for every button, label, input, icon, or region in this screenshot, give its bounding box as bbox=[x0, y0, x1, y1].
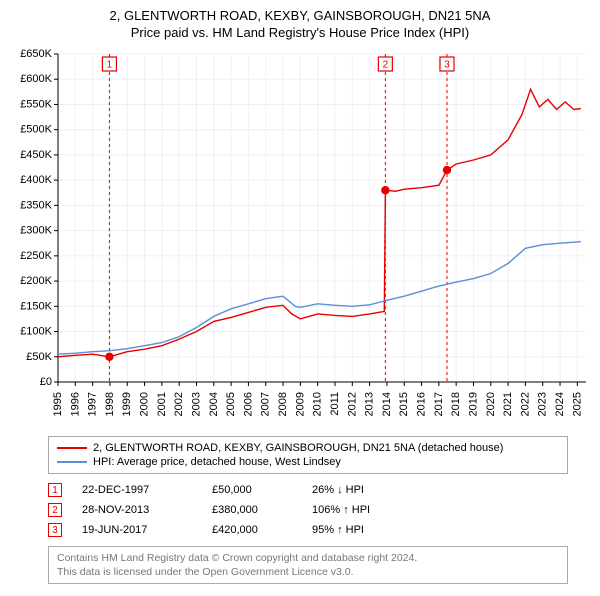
svg-text:1996: 1996 bbox=[69, 392, 81, 416]
event-date: 28-NOV-2013 bbox=[82, 504, 192, 516]
event-marker-box: 2 bbox=[48, 503, 62, 517]
svg-text:2021: 2021 bbox=[502, 392, 514, 416]
svg-text:£650K: £650K bbox=[20, 48, 52, 60]
svg-text:2006: 2006 bbox=[242, 392, 254, 416]
svg-text:£350K: £350K bbox=[20, 199, 52, 211]
chart-plot: £0 £50K £100K £150K £200K £250K £300K £350K £400… bbox=[10, 48, 590, 428]
svg-text:2014: 2014 bbox=[381, 392, 393, 416]
chart-container: 2, GLENTWORTH ROAD, KEXBY, GAINSBOROUGH,… bbox=[0, 0, 600, 596]
svg-text:£600K: £600K bbox=[20, 73, 52, 85]
svg-text:£100K: £100K bbox=[20, 326, 52, 338]
event-row: 3 19-JUN-2017 £420,000 95% ↑ HPI bbox=[48, 520, 568, 540]
chart-subtitle: Price paid vs. HM Land Registry's House … bbox=[10, 25, 590, 40]
event-price: £50,000 bbox=[212, 484, 292, 496]
svg-text:1997: 1997 bbox=[87, 392, 99, 416]
svg-text:£550K: £550K bbox=[20, 98, 52, 110]
legend: 2, GLENTWORTH ROAD, KEXBY, GAINSBOROUGH,… bbox=[48, 436, 568, 474]
event-date: 19-JUN-2017 bbox=[82, 524, 192, 536]
svg-text:2012: 2012 bbox=[346, 392, 358, 416]
svg-text:£250K: £250K bbox=[20, 250, 52, 262]
legend-swatch bbox=[57, 461, 87, 463]
svg-text:2003: 2003 bbox=[190, 392, 202, 416]
legend-row: HPI: Average price, detached house, West… bbox=[57, 455, 559, 469]
svg-text:£400K: £400K bbox=[20, 174, 52, 186]
svg-text:2000: 2000 bbox=[139, 392, 151, 416]
svg-text:2025: 2025 bbox=[571, 392, 583, 416]
footer-line1: Contains HM Land Registry data © Crown c… bbox=[57, 551, 559, 565]
svg-text:2011: 2011 bbox=[329, 392, 341, 416]
svg-text:£200K: £200K bbox=[20, 275, 52, 287]
svg-text:£500K: £500K bbox=[20, 124, 52, 136]
svg-text:2009: 2009 bbox=[294, 392, 306, 416]
event-pct: 95% ↑ HPI bbox=[312, 524, 402, 536]
svg-text:2024: 2024 bbox=[554, 392, 566, 416]
svg-text:2: 2 bbox=[383, 60, 389, 71]
svg-text:2023: 2023 bbox=[537, 392, 549, 416]
chart-title: 2, GLENTWORTH ROAD, KEXBY, GAINSBOROUGH,… bbox=[10, 8, 590, 23]
svg-text:2010: 2010 bbox=[312, 392, 324, 416]
event-pct: 106% ↑ HPI bbox=[312, 504, 402, 516]
legend-swatch bbox=[57, 447, 87, 449]
svg-text:1998: 1998 bbox=[104, 392, 116, 416]
svg-text:1995: 1995 bbox=[52, 392, 64, 416]
svg-text:£450K: £450K bbox=[20, 149, 52, 161]
svg-text:2016: 2016 bbox=[416, 392, 428, 416]
svg-text:2002: 2002 bbox=[173, 392, 185, 416]
svg-text:2001: 2001 bbox=[156, 392, 168, 416]
event-date: 22-DEC-1997 bbox=[82, 484, 192, 496]
svg-text:2007: 2007 bbox=[260, 392, 272, 416]
svg-text:2013: 2013 bbox=[364, 392, 376, 416]
svg-text:2008: 2008 bbox=[277, 392, 289, 416]
event-marker-box: 3 bbox=[48, 523, 62, 537]
legend-label: 2, GLENTWORTH ROAD, KEXBY, GAINSBOROUGH,… bbox=[93, 442, 503, 454]
svg-text:3: 3 bbox=[444, 60, 450, 71]
footer-note: Contains HM Land Registry data © Crown c… bbox=[48, 546, 568, 584]
event-row: 2 28-NOV-2013 £380,000 106% ↑ HPI bbox=[48, 500, 568, 520]
event-row: 1 22-DEC-1997 £50,000 26% ↓ HPI bbox=[48, 480, 568, 500]
legend-label: HPI: Average price, detached house, West… bbox=[93, 456, 341, 468]
svg-text:2018: 2018 bbox=[450, 392, 462, 416]
svg-text:2004: 2004 bbox=[208, 392, 220, 416]
event-pct: 26% ↓ HPI bbox=[312, 484, 402, 496]
svg-text:£50K: £50K bbox=[26, 351, 52, 363]
svg-text:1: 1 bbox=[107, 60, 113, 71]
svg-text:2017: 2017 bbox=[433, 392, 445, 416]
svg-text:2022: 2022 bbox=[519, 392, 531, 416]
svg-text:£0: £0 bbox=[40, 376, 52, 388]
event-marker-box: 1 bbox=[48, 483, 62, 497]
event-price: £380,000 bbox=[212, 504, 292, 516]
event-price: £420,000 bbox=[212, 524, 292, 536]
chart-svg: £0 £50K £100K £150K £200K £250K £300K £350K £400… bbox=[10, 48, 590, 428]
svg-text:2005: 2005 bbox=[225, 392, 237, 416]
svg-text:£300K: £300K bbox=[20, 225, 52, 237]
legend-row: 2, GLENTWORTH ROAD, KEXBY, GAINSBOROUGH,… bbox=[57, 441, 559, 455]
events-table: 1 22-DEC-1997 £50,000 26% ↓ HPI 2 28-NOV-2013… bbox=[48, 480, 568, 540]
svg-text:2020: 2020 bbox=[485, 392, 497, 416]
svg-text:2015: 2015 bbox=[398, 392, 410, 416]
svg-text:1999: 1999 bbox=[121, 392, 133, 416]
footer-line2: This data is licensed under the Open Gov… bbox=[57, 565, 559, 579]
svg-text:2019: 2019 bbox=[467, 392, 479, 416]
svg-text:£150K: £150K bbox=[20, 300, 52, 312]
